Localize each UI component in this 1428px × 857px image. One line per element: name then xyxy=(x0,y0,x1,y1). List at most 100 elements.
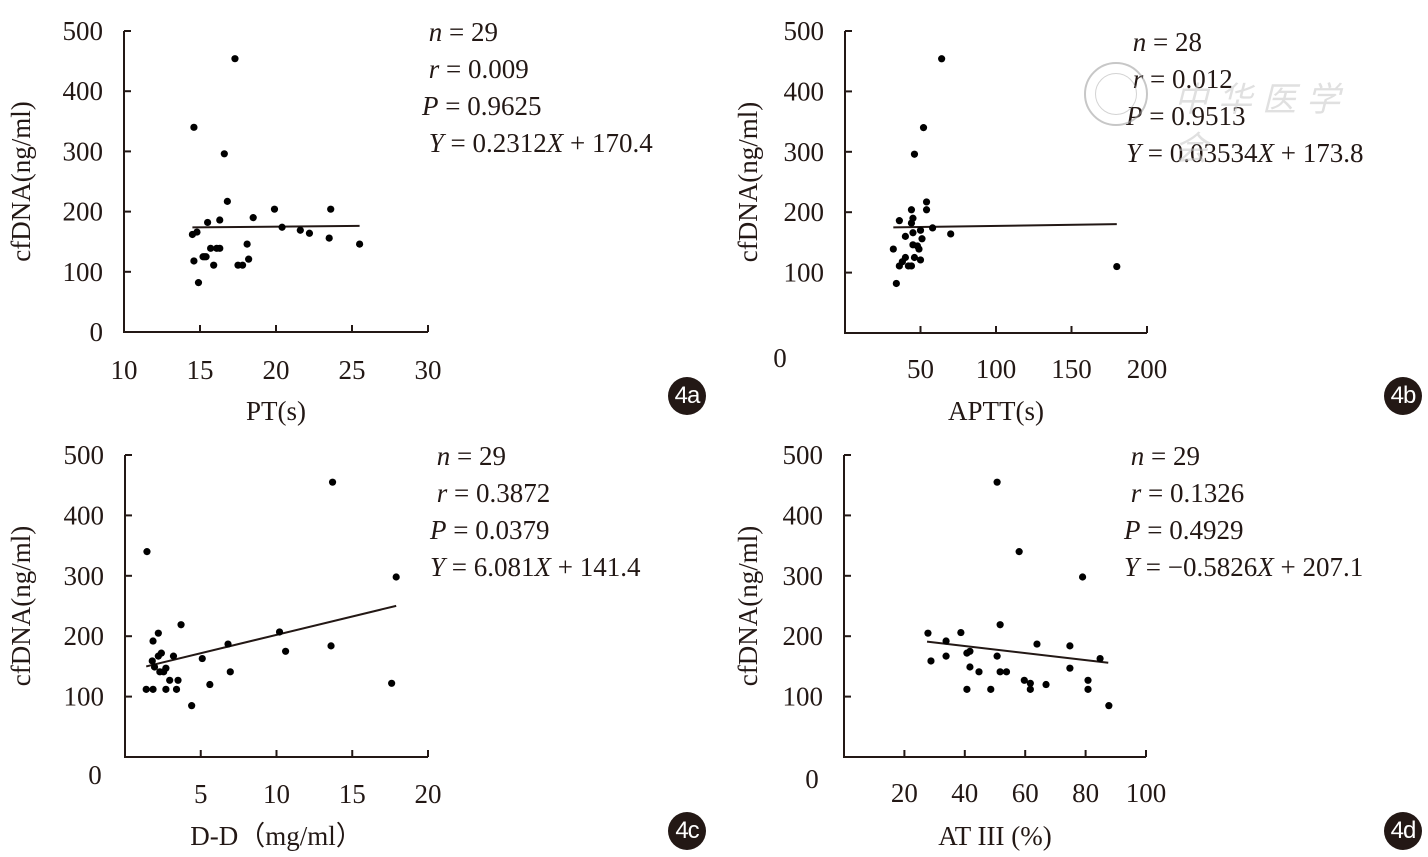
data-point xyxy=(249,214,257,222)
data-point xyxy=(901,232,909,240)
data-point xyxy=(907,206,916,214)
data-point xyxy=(177,621,185,629)
data-point xyxy=(356,240,364,248)
stat-r: r = 0.3872 xyxy=(436,478,551,508)
panel-4c-dd: 100 200 300 400 500 0 5 10 15 20 D-D（mg/ml） cfDNA(n… xyxy=(0,428,714,856)
data-point xyxy=(919,124,928,132)
stat-r-value: 0.009 xyxy=(468,54,529,84)
data-point xyxy=(328,478,337,486)
stat-n: n = 29 xyxy=(436,441,506,471)
data-point xyxy=(947,230,955,238)
data-point xyxy=(1015,548,1023,556)
data-point xyxy=(909,229,917,237)
data-point xyxy=(223,197,231,205)
data-point xyxy=(916,226,925,234)
stat-p-value: 0.0379 xyxy=(475,515,550,545)
stat-r: r = 0.009 xyxy=(428,54,529,84)
stat-n: n = 28 xyxy=(1132,27,1202,57)
data-point xyxy=(916,256,925,264)
data-point xyxy=(190,257,198,265)
stat-p-value: 0.4929 xyxy=(1169,515,1244,545)
x-tick-label: 100 xyxy=(1126,778,1167,808)
data-point xyxy=(924,629,932,637)
data-point xyxy=(907,219,916,227)
y-tick-label: 500 xyxy=(64,440,105,470)
y-tick-label: 200 xyxy=(784,197,825,227)
data-point xyxy=(895,217,903,225)
data-point xyxy=(305,229,314,237)
data-point xyxy=(169,652,178,660)
y-tick-label: 300 xyxy=(783,561,824,591)
data-point xyxy=(148,657,156,665)
y-tick-label: 500 xyxy=(783,440,824,470)
panel-label-badge: 4c xyxy=(668,812,706,850)
data-point xyxy=(1020,676,1028,684)
y-tick-label: 200 xyxy=(783,621,824,651)
stat-p: P = 0.4929 xyxy=(1124,515,1244,545)
data-point xyxy=(216,244,224,252)
stats-block: n = 29 r = 0.1326 P = 0.4929 Y = −0.5826… xyxy=(1124,438,1363,586)
data-point xyxy=(1084,676,1092,684)
data-point xyxy=(142,685,150,693)
data-point xyxy=(915,245,923,253)
origin-tick-label: 0 xyxy=(88,760,102,790)
scatter-plot-pt: 0 100 200 300 400 500 10 15 20 25 30 PT(s) cfDNA(ng/… xyxy=(6,16,442,426)
data-point xyxy=(224,640,232,648)
data-point xyxy=(174,676,182,684)
data-point xyxy=(1026,685,1034,693)
panel-label-badge: 4d xyxy=(1384,812,1422,850)
stats-block: n = 29 r = 0.3872 P = 0.0379 Y = 6.081X … xyxy=(430,438,641,586)
data-point xyxy=(1042,680,1050,689)
data-point xyxy=(910,253,919,262)
stat-p: P = 0.9513 xyxy=(1126,101,1246,131)
data-point xyxy=(1066,664,1074,672)
x-tick-label: 5 xyxy=(194,779,208,809)
x-tick-label: 60 xyxy=(1012,778,1039,808)
data-point xyxy=(957,628,965,637)
data-point xyxy=(296,226,304,234)
data-point xyxy=(895,262,903,270)
data-point xyxy=(150,663,159,671)
x-tick-label: 80 xyxy=(1072,778,1099,808)
data-point xyxy=(160,668,168,676)
data-point xyxy=(245,255,253,263)
y-tick-label: 300 xyxy=(64,561,105,591)
data-point xyxy=(922,198,931,206)
origin-tick-label: 0 xyxy=(805,764,819,794)
data-point xyxy=(993,652,1001,660)
data-point xyxy=(166,676,174,684)
stat-intercept-value: 207.1 xyxy=(1302,552,1364,582)
data-point xyxy=(194,279,203,287)
x-axis-title: PT(s) xyxy=(246,396,306,426)
x-tick-label: 20 xyxy=(263,355,290,385)
panel-label-badge: 4b xyxy=(1384,377,1422,415)
data-point xyxy=(938,55,946,63)
data-point xyxy=(327,205,335,213)
data-point xyxy=(993,478,1001,486)
data-point xyxy=(996,668,1004,676)
x-tick-label: 20 xyxy=(415,779,442,809)
data-point xyxy=(220,150,228,158)
data-point xyxy=(1026,679,1034,687)
stat-n-value: 28 xyxy=(1174,27,1202,57)
x-tick-label: 10 xyxy=(263,779,290,809)
stat-n-value: 29 xyxy=(470,17,498,47)
data-point xyxy=(162,685,170,693)
y-tick-label: 300 xyxy=(63,136,104,166)
data-point xyxy=(206,680,214,689)
stat-n: n = 29 xyxy=(428,17,498,47)
stat-slope-value: 0.03534 xyxy=(1169,138,1258,168)
stat-intercept-value: 173.8 xyxy=(1302,138,1364,168)
x-tick-label: 40 xyxy=(951,778,978,808)
data-point xyxy=(143,548,151,556)
y-axis-title: cfDNA(ng/ml) xyxy=(733,102,763,262)
stat-p: P = 0.0379 xyxy=(430,515,550,545)
regression-line xyxy=(192,224,360,229)
y-tick-label: 0 xyxy=(90,317,104,347)
data-point xyxy=(207,244,215,252)
stat-r-value: 0.1326 xyxy=(1170,478,1245,508)
y-tick-label: 500 xyxy=(784,16,825,46)
data-point xyxy=(1066,642,1074,650)
x-tick-label: 150 xyxy=(1051,354,1092,384)
data-point xyxy=(198,654,206,663)
